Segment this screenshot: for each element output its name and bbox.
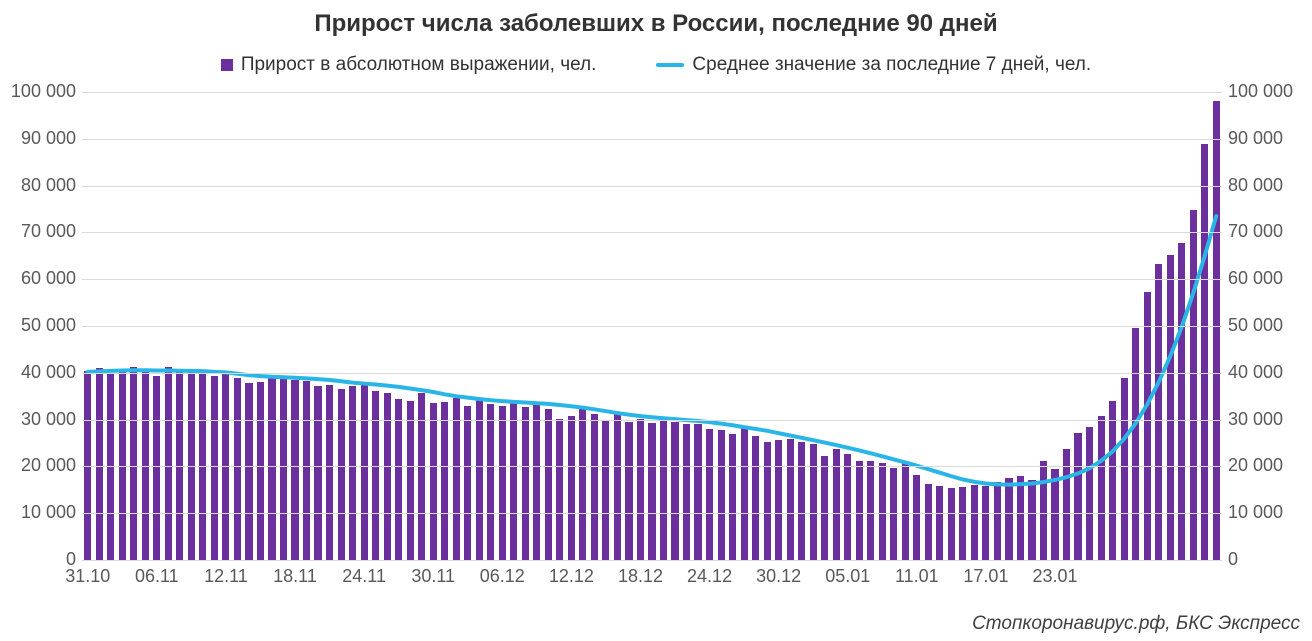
ytick-left: 30 000 bbox=[21, 409, 76, 430]
gridline bbox=[82, 186, 1222, 187]
legend: Прирост в абсолютном выражении, чел. Сре… bbox=[0, 54, 1312, 76]
plot-area bbox=[82, 92, 1222, 560]
gridline bbox=[82, 466, 1222, 467]
xtick: 24.12 bbox=[687, 566, 732, 587]
ytick-right: 30 000 bbox=[1228, 409, 1283, 430]
ytick-left: 80 000 bbox=[21, 175, 76, 196]
xtick: 12.12 bbox=[549, 566, 594, 587]
xtick: 30.11 bbox=[411, 566, 455, 587]
ytick-right: 70 000 bbox=[1228, 221, 1283, 242]
gridline bbox=[82, 326, 1222, 327]
ytick-right: 20 000 bbox=[1228, 455, 1283, 476]
chart-title: Прирост числа заболевших в России, после… bbox=[0, 10, 1312, 38]
gridline bbox=[82, 232, 1222, 233]
gridline bbox=[82, 560, 1222, 561]
ytick-right: 50 000 bbox=[1228, 315, 1283, 336]
gridline bbox=[82, 513, 1222, 514]
legend-swatch-line-icon bbox=[656, 63, 684, 67]
ytick-left: 60 000 bbox=[21, 268, 76, 289]
xtick: 30.12 bbox=[756, 566, 801, 587]
chart-container: Прирост числа заболевших в России, после… bbox=[0, 0, 1312, 641]
xtick: 06.11 bbox=[135, 566, 179, 587]
ytick-left: 90 000 bbox=[21, 128, 76, 149]
ytick-right: 10 000 bbox=[1228, 502, 1283, 523]
legend-label-bars: Прирост в абсолютном выражении, чел. bbox=[241, 54, 597, 76]
xtick: 31.10 bbox=[65, 566, 110, 587]
gridline bbox=[82, 139, 1222, 140]
source-caption: Стопкоронавирус.рф, БКС Экспресс bbox=[972, 613, 1300, 635]
xtick: 05.01 bbox=[825, 566, 870, 587]
ytick-left: 50 000 bbox=[21, 315, 76, 336]
ytick-right: 90 000 bbox=[1228, 128, 1283, 149]
ytick-left: 20 000 bbox=[21, 455, 76, 476]
xtick: 18.11 bbox=[273, 566, 317, 587]
legend-swatch-bar-icon bbox=[221, 59, 233, 71]
legend-label-line: Среднее значение за последние 7 дней, че… bbox=[692, 54, 1091, 76]
xtick: 12.11 bbox=[204, 566, 248, 587]
xtick: 11.01 bbox=[895, 566, 939, 587]
ytick-left: 10 000 bbox=[21, 502, 76, 523]
ytick-right: 100 000 bbox=[1228, 81, 1293, 102]
ytick-right: 80 000 bbox=[1228, 175, 1283, 196]
gridline bbox=[82, 420, 1222, 421]
gridline bbox=[82, 92, 1222, 93]
xtick: 18.12 bbox=[618, 566, 663, 587]
ytick-right: 60 000 bbox=[1228, 268, 1283, 289]
xtick: 24.11 bbox=[342, 566, 386, 587]
ytick-left: 70 000 bbox=[21, 221, 76, 242]
xtick: 17.01 bbox=[963, 566, 1008, 587]
ytick-left: 100 000 bbox=[11, 81, 76, 102]
legend-item-bars: Прирост в абсолютном выражении, чел. bbox=[221, 54, 597, 76]
xtick: 06.12 bbox=[480, 566, 525, 587]
gridline bbox=[82, 373, 1222, 374]
ytick-left: 40 000 bbox=[21, 362, 76, 383]
ytick-right: 40 000 bbox=[1228, 362, 1283, 383]
legend-item-line: Среднее значение за последние 7 дней, че… bbox=[656, 54, 1091, 76]
ytick-right: 0 bbox=[1228, 549, 1238, 570]
avg-line bbox=[88, 216, 1216, 485]
xtick: 23.01 bbox=[1032, 566, 1077, 587]
gridline bbox=[82, 279, 1222, 280]
